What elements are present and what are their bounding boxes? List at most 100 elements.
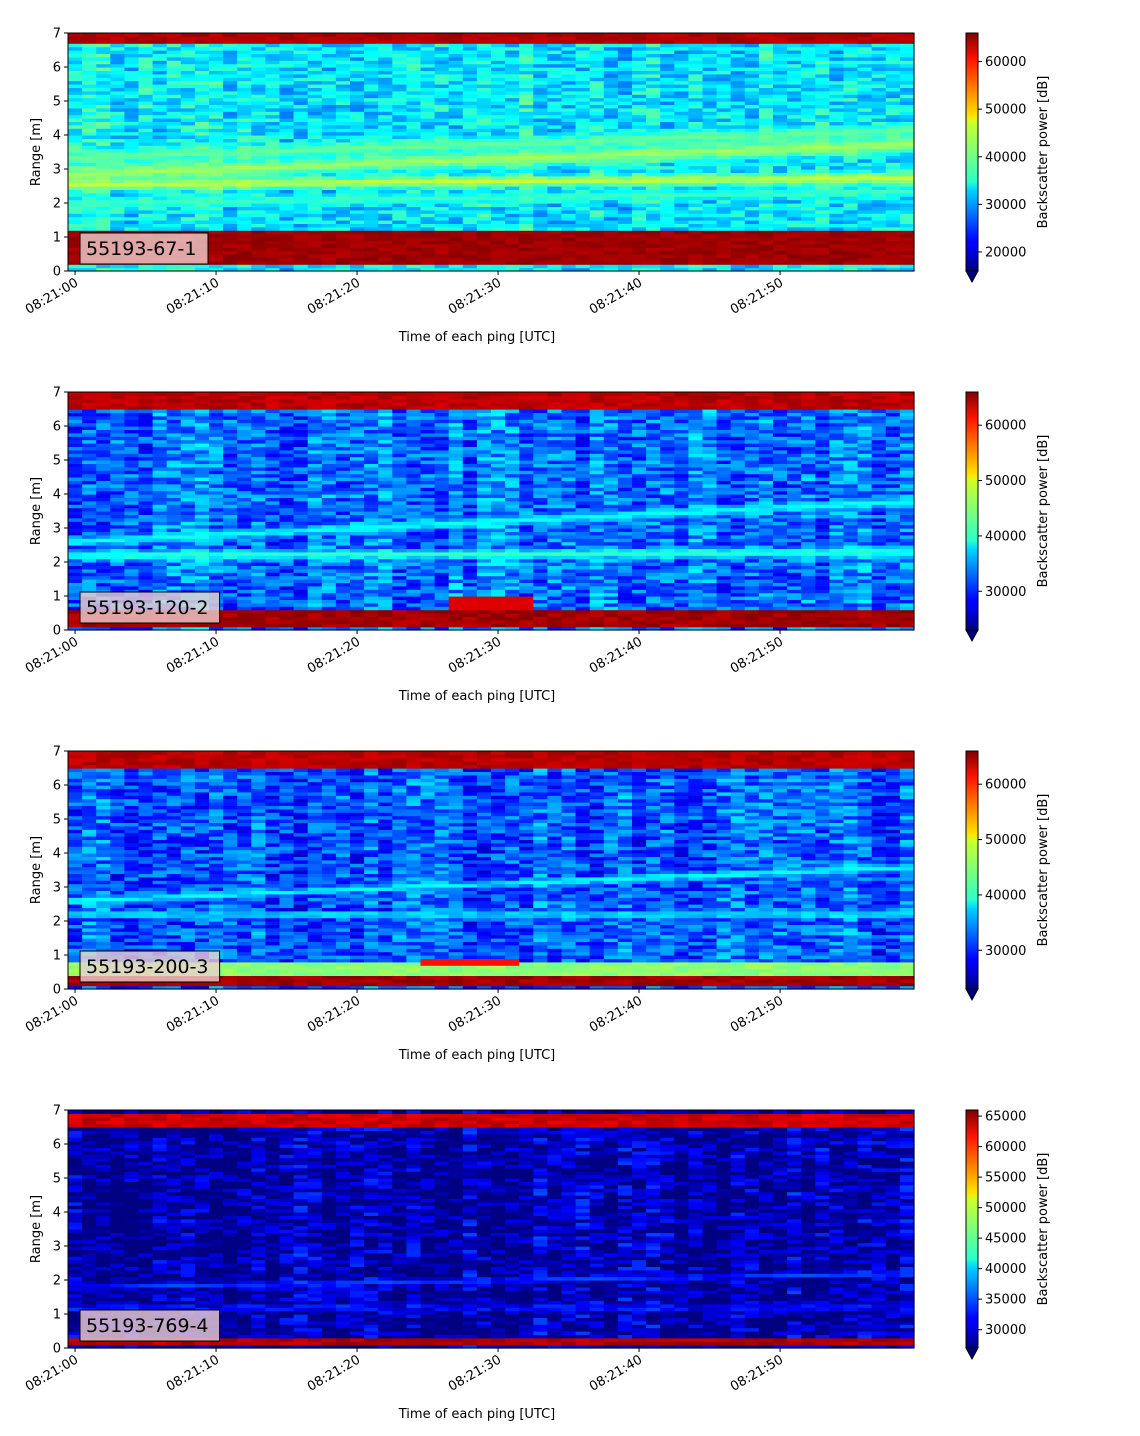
heatmap-cell bbox=[561, 80, 577, 85]
heatmap-cell bbox=[321, 260, 337, 265]
heatmap-cell bbox=[223, 152, 238, 156]
heatmap-cell bbox=[279, 264, 295, 269]
heatmap-cell bbox=[364, 148, 379, 153]
heatmap-cell bbox=[237, 237, 252, 241]
heatmap-cell bbox=[688, 124, 704, 129]
heatmap-cell bbox=[279, 199, 295, 204]
heatmap-cell bbox=[561, 138, 577, 143]
heatmap-cell bbox=[152, 114, 168, 119]
heatmap-cell bbox=[688, 240, 704, 245]
heatmap-cell bbox=[96, 145, 111, 150]
heatmap-cell bbox=[251, 243, 266, 248]
heatmap-cell bbox=[730, 175, 746, 180]
heatmap-cell bbox=[646, 267, 661, 272]
heatmap-cell bbox=[632, 223, 647, 228]
heatmap-cell bbox=[744, 131, 760, 136]
heatmap-cell bbox=[519, 46, 534, 51]
heatmap-cell bbox=[209, 111, 224, 116]
heatmap-cell bbox=[505, 46, 520, 51]
heatmap-cell bbox=[801, 206, 816, 211]
heatmap-cell bbox=[617, 46, 633, 51]
heatmap-cell bbox=[632, 254, 647, 258]
heatmap-cell bbox=[96, 470, 111, 475]
heatmap-cell bbox=[180, 199, 196, 204]
heatmap-cell bbox=[787, 63, 802, 68]
heatmap-cell bbox=[730, 179, 746, 184]
heatmap-cell bbox=[279, 158, 295, 163]
heatmap-cell bbox=[815, 107, 830, 112]
heatmap-cell bbox=[209, 196, 224, 201]
heatmap-cell bbox=[110, 192, 125, 197]
heatmap-cell bbox=[434, 131, 450, 136]
heatmap-cell bbox=[420, 257, 436, 262]
heatmap-cell bbox=[96, 70, 111, 75]
heatmap-cell bbox=[406, 101, 422, 105]
heatmap-cell bbox=[885, 182, 901, 187]
heatmap-cell bbox=[632, 189, 647, 194]
heatmap-cell bbox=[166, 162, 182, 167]
heatmap-cell bbox=[561, 230, 577, 235]
heatmap-cell bbox=[476, 50, 492, 54]
heatmap-cell bbox=[801, 226, 816, 231]
heatmap-cell bbox=[660, 124, 675, 129]
heatmap-cell bbox=[406, 128, 422, 133]
heatmap-cell bbox=[660, 36, 675, 41]
heatmap-cell bbox=[335, 226, 351, 231]
heatmap-cell bbox=[519, 56, 534, 61]
heatmap-cell bbox=[138, 267, 154, 272]
heatmap-cell bbox=[307, 155, 323, 160]
heatmap-cell bbox=[335, 39, 351, 44]
heatmap-cell bbox=[491, 240, 506, 245]
heatmap-cell bbox=[82, 152, 97, 156]
heatmap-cell bbox=[547, 247, 563, 252]
heatmap-cell bbox=[152, 124, 168, 129]
heatmap-cell bbox=[462, 152, 478, 156]
heatmap-cell bbox=[547, 50, 563, 54]
heatmap-cell bbox=[335, 223, 351, 228]
heatmap-cell bbox=[646, 84, 661, 88]
heatmap-cell bbox=[209, 257, 224, 262]
heatmap-cell bbox=[392, 213, 407, 218]
heatmap-cell bbox=[265, 196, 281, 201]
heatmap-cell bbox=[801, 199, 816, 204]
heatmap-cell bbox=[378, 36, 393, 41]
heatmap-cell bbox=[462, 141, 478, 146]
heatmap-cell bbox=[265, 169, 281, 173]
heatmap-cell bbox=[237, 206, 252, 211]
heatmap-cell bbox=[335, 87, 351, 92]
heatmap-cell bbox=[279, 206, 295, 211]
heatmap-cell bbox=[110, 84, 125, 88]
heatmap-cell bbox=[589, 141, 605, 146]
heatmap-cell bbox=[801, 118, 816, 122]
heatmap-cell bbox=[843, 155, 859, 160]
heatmap-cell bbox=[321, 196, 337, 201]
heatmap-cell bbox=[702, 226, 718, 231]
heatmap-cell bbox=[476, 196, 492, 201]
heatmap-cell bbox=[533, 192, 548, 197]
heatmap-cell bbox=[801, 213, 816, 218]
heatmap-cell bbox=[801, 53, 816, 58]
heatmap-cell bbox=[378, 165, 393, 170]
heatmap-cell bbox=[632, 179, 647, 184]
heatmap-cell bbox=[758, 199, 774, 204]
heatmap-cell bbox=[279, 107, 295, 112]
heatmap-cell bbox=[815, 135, 830, 139]
heatmap-cell bbox=[744, 240, 760, 245]
heatmap-cell bbox=[773, 254, 788, 258]
heatmap-cell bbox=[857, 94, 873, 99]
heatmap-cell bbox=[152, 84, 168, 88]
heatmap-cell bbox=[307, 220, 323, 224]
heatmap-cell bbox=[758, 209, 774, 214]
heatmap-cell bbox=[350, 175, 365, 180]
heatmap-cell bbox=[364, 73, 379, 78]
heatmap-cell bbox=[350, 264, 365, 269]
heatmap-cell bbox=[829, 87, 845, 92]
heatmap-cell bbox=[519, 186, 534, 190]
heatmap-cell bbox=[617, 260, 633, 265]
heatmap-cell bbox=[603, 87, 619, 92]
heatmap-cell bbox=[364, 254, 379, 258]
heatmap-cell bbox=[660, 260, 675, 265]
heatmap-cell bbox=[617, 152, 633, 156]
heatmap-cell bbox=[589, 264, 605, 269]
